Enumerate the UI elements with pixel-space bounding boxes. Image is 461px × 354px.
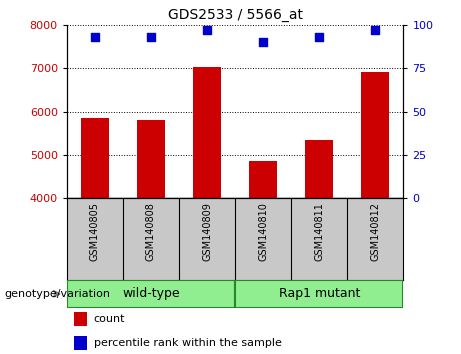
Point bbox=[315, 34, 323, 40]
Bar bbox=[193, 67, 221, 198]
Bar bbox=[137, 120, 165, 198]
Title: GDS2533 / 5566_at: GDS2533 / 5566_at bbox=[168, 8, 302, 22]
Text: genotype/variation: genotype/variation bbox=[5, 289, 111, 299]
Bar bbox=[67, 280, 235, 308]
Text: count: count bbox=[94, 314, 125, 324]
Bar bbox=[74, 312, 87, 326]
Point bbox=[91, 34, 99, 40]
Bar bbox=[305, 140, 333, 198]
Bar bbox=[74, 336, 87, 350]
Bar bbox=[361, 73, 390, 198]
Text: Rap1 mutant: Rap1 mutant bbox=[278, 287, 360, 300]
Point bbox=[260, 39, 267, 45]
Text: GSM140811: GSM140811 bbox=[314, 202, 324, 261]
Text: percentile rank within the sample: percentile rank within the sample bbox=[94, 338, 282, 348]
Point bbox=[203, 27, 211, 33]
Text: GSM140812: GSM140812 bbox=[370, 202, 380, 261]
Text: GSM140810: GSM140810 bbox=[258, 202, 268, 261]
Text: GSM140808: GSM140808 bbox=[146, 202, 156, 261]
Point bbox=[147, 34, 154, 40]
Text: GSM140809: GSM140809 bbox=[202, 202, 212, 261]
Point bbox=[372, 27, 379, 33]
Text: wild-type: wild-type bbox=[122, 287, 180, 300]
Text: GSM140805: GSM140805 bbox=[90, 202, 100, 261]
Bar bbox=[81, 118, 109, 198]
Bar bbox=[235, 280, 403, 308]
Bar bbox=[249, 160, 277, 198]
